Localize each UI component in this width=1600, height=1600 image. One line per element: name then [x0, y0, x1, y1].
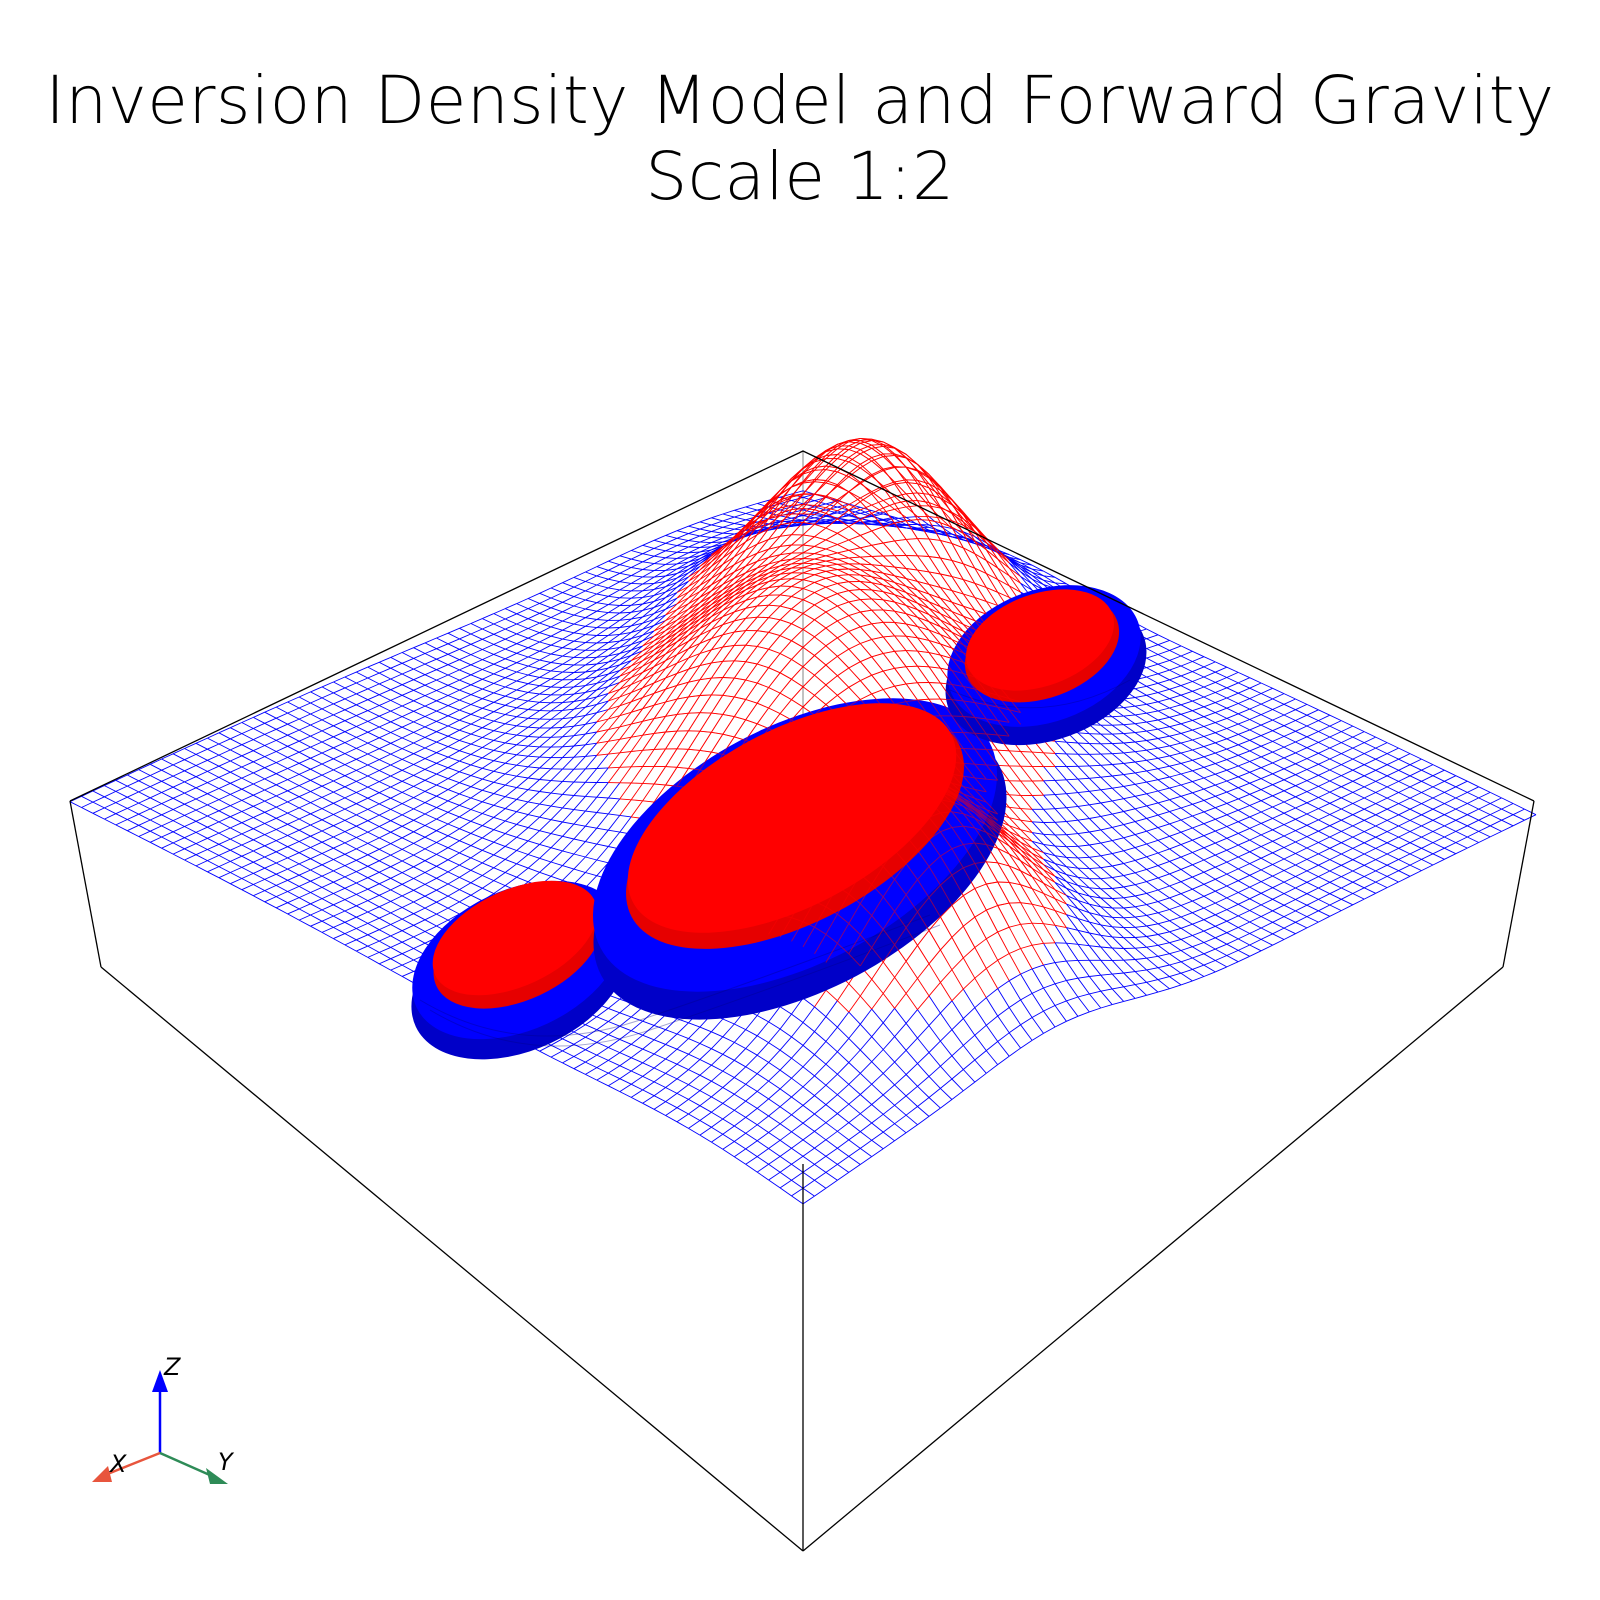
gravity-mesh-positive-overlay — [630, 437, 1033, 967]
x-axis-label: X — [108, 1450, 127, 1478]
orientation-axes: Z X Y — [92, 1353, 235, 1484]
y-axis-arrow-icon — [206, 1468, 228, 1484]
figure-title: Inversion Density Model and Forward Grav… — [45, 62, 1555, 139]
x-axis-arrow-icon — [92, 1466, 112, 1482]
y-axis-label: Y — [218, 1448, 235, 1476]
figure-subtitle: Scale 1:2 — [645, 138, 955, 215]
z-axis-label: Z — [163, 1353, 181, 1381]
z-axis-arrow-icon — [152, 1370, 168, 1392]
x-axis-line — [104, 1451, 161, 1477]
y-axis-line — [159, 1451, 213, 1478]
density-body-1 — [411, 880, 629, 1060]
bounding-box — [69, 450, 1535, 1552]
density-body-3 — [945, 585, 1147, 746]
